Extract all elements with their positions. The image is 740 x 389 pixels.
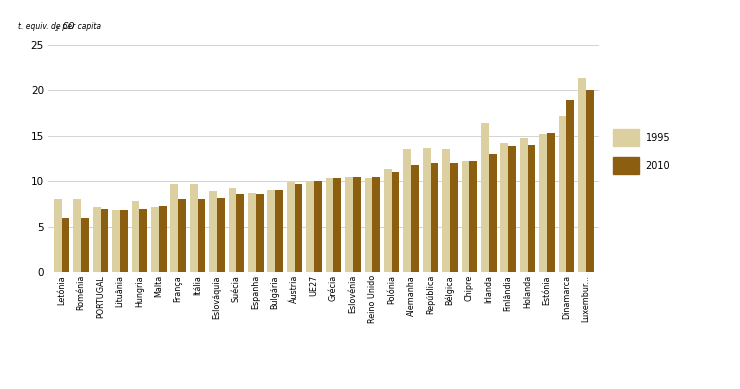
Bar	[519, 138, 528, 272]
Bar	[411, 165, 419, 272]
Bar	[229, 187, 236, 272]
Bar	[384, 168, 391, 272]
Bar	[170, 184, 178, 272]
Bar	[450, 163, 458, 272]
Bar	[81, 218, 89, 272]
Bar	[189, 184, 198, 272]
Bar	[372, 177, 380, 272]
Bar	[101, 209, 108, 272]
Bar	[256, 194, 263, 272]
Bar	[248, 193, 256, 272]
Bar	[462, 161, 469, 272]
Bar	[236, 194, 244, 272]
Text: per capita: per capita	[60, 22, 101, 31]
Bar	[559, 116, 566, 272]
Bar	[578, 79, 586, 272]
Bar	[481, 123, 488, 272]
Bar	[423, 147, 431, 272]
Bar	[295, 184, 303, 272]
Bar	[314, 181, 322, 272]
Bar	[178, 200, 186, 272]
Bar	[92, 207, 101, 272]
Bar	[120, 210, 128, 272]
Bar	[613, 157, 639, 174]
Bar	[217, 198, 225, 272]
Bar	[334, 178, 341, 272]
Bar	[566, 100, 574, 272]
Bar	[306, 181, 314, 272]
Bar	[287, 182, 295, 272]
Bar	[500, 143, 508, 272]
Bar	[345, 177, 353, 272]
Bar	[353, 177, 360, 272]
Bar	[159, 206, 166, 272]
Bar	[139, 209, 147, 272]
Bar	[54, 200, 61, 272]
Bar	[391, 172, 400, 272]
Bar	[488, 154, 497, 272]
Bar	[528, 145, 535, 272]
Bar	[151, 207, 159, 272]
Bar	[403, 149, 411, 272]
Bar	[586, 90, 593, 272]
Text: 2: 2	[56, 27, 59, 32]
Bar	[267, 190, 275, 272]
Bar	[469, 161, 477, 272]
Bar	[365, 178, 372, 272]
Bar	[539, 134, 547, 272]
Bar	[61, 218, 70, 272]
Bar	[209, 191, 217, 272]
Bar	[73, 200, 81, 272]
Bar	[508, 146, 516, 272]
Text: 2010: 2010	[646, 161, 670, 171]
Text: t. equiv. de CO: t. equiv. de CO	[18, 22, 74, 31]
Bar	[547, 133, 555, 272]
Bar	[198, 200, 205, 272]
Text: 1995: 1995	[646, 133, 670, 143]
Bar	[132, 201, 139, 272]
Bar	[443, 149, 450, 272]
Bar	[326, 178, 334, 272]
Text: Gráfico 2 – Emissões de gases de efeito de estufa, per capita, na UE, em 1995 e : Gráfico 2 – Emissões de gases de efeito …	[87, 10, 653, 23]
Bar	[275, 190, 283, 272]
Bar	[431, 163, 438, 272]
Bar	[613, 129, 639, 146]
Bar	[112, 210, 120, 272]
